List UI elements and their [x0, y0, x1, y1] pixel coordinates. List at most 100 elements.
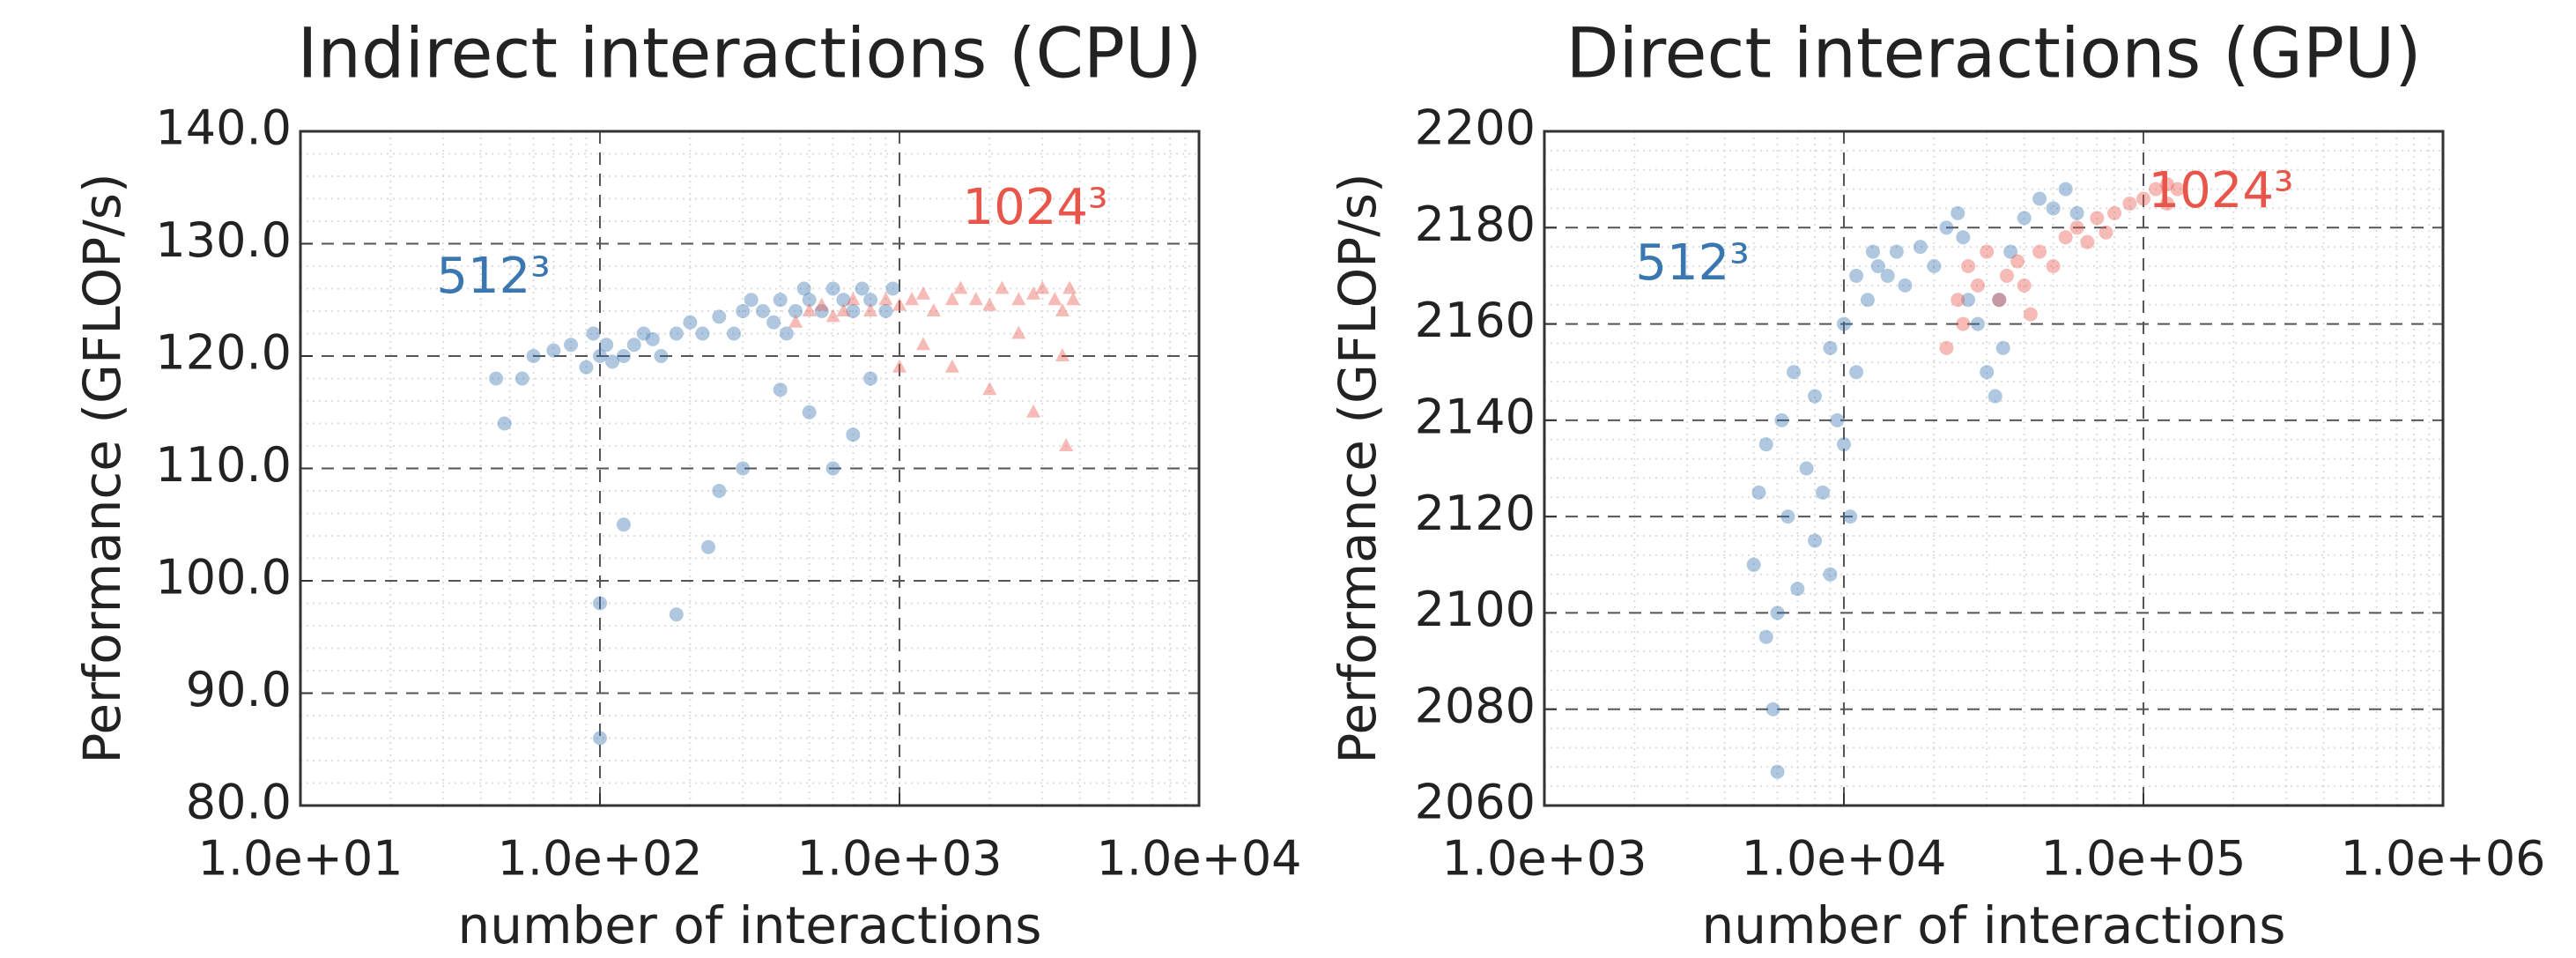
point — [654, 349, 669, 363]
point — [2090, 211, 2105, 226]
point — [1780, 509, 1795, 524]
point — [1843, 509, 1858, 524]
point — [846, 427, 861, 442]
x-axis-label: number of interactions — [1701, 895, 2285, 955]
point — [1816, 485, 1831, 500]
point — [788, 314, 803, 328]
point — [593, 596, 607, 611]
point — [2069, 220, 2084, 235]
point — [586, 326, 601, 341]
point — [669, 607, 684, 622]
point — [1062, 280, 1077, 294]
point — [926, 303, 941, 316]
point — [892, 297, 907, 311]
point — [564, 338, 579, 353]
point — [1961, 293, 1976, 308]
y-tick-label: 2160 — [1415, 293, 1536, 348]
point — [1951, 293, 1965, 308]
point — [645, 331, 660, 346]
point — [773, 382, 788, 397]
point — [982, 297, 997, 311]
plot-frame — [1543, 130, 2445, 807]
y-tick-label: 2180 — [1415, 197, 1536, 252]
point — [1849, 268, 1864, 283]
point — [1880, 268, 1895, 283]
y-axis-label: Performance (GFLOP/s) — [72, 173, 132, 763]
point — [2122, 196, 2137, 211]
point — [905, 292, 920, 306]
point — [616, 517, 631, 532]
y-tick-label: 90.0 — [186, 662, 292, 717]
point — [779, 326, 794, 341]
point — [605, 354, 620, 369]
point — [2003, 244, 2018, 259]
point — [1980, 365, 1995, 380]
x-axis-label: number of interactions — [457, 895, 1041, 955]
point — [727, 326, 742, 341]
point — [2023, 307, 2038, 322]
point — [1758, 629, 1773, 644]
point — [1961, 259, 1976, 273]
x-tick-label: 1.0e+01 — [197, 831, 403, 887]
series-annotation: 1024³ — [2149, 162, 2294, 219]
point — [836, 303, 851, 316]
y-tick-label: 100.0 — [155, 550, 292, 605]
point — [766, 315, 781, 330]
chart-title: Direct interactions (GPU) — [1566, 14, 2421, 93]
point — [2017, 211, 2032, 226]
point — [968, 292, 983, 306]
point — [788, 304, 803, 318]
y-tick-label: 2120 — [1415, 486, 1536, 541]
point — [802, 405, 817, 420]
y-tick-label: 2140 — [1415, 389, 1536, 444]
point — [616, 349, 631, 363]
point — [2046, 259, 2061, 273]
point — [1799, 461, 1814, 476]
point — [755, 304, 770, 318]
x-tick-label: 1.0e+04 — [1741, 831, 1946, 887]
point — [878, 304, 893, 318]
point — [855, 281, 870, 296]
point — [626, 338, 641, 353]
chart-title: Indirect interactions (CPU) — [298, 14, 1203, 93]
point — [846, 304, 861, 318]
point — [2149, 182, 2164, 197]
point — [1808, 389, 1823, 404]
point — [885, 281, 900, 296]
point — [995, 280, 1010, 294]
point — [736, 304, 751, 318]
point — [712, 309, 727, 324]
point — [846, 292, 861, 306]
point — [773, 293, 788, 308]
point — [1995, 340, 2010, 355]
point — [802, 293, 817, 308]
point — [2046, 201, 2061, 216]
y-tick-label: 80.0 — [186, 775, 292, 830]
y-axis-label: Performance (GFLOP/s) — [1328, 173, 1388, 763]
x-tick-label: 1.0e+03 — [1441, 831, 1647, 887]
point — [1971, 278, 1986, 293]
point — [636, 326, 651, 341]
point — [1951, 205, 1965, 220]
point — [944, 292, 959, 306]
point — [1751, 485, 1766, 500]
point — [1808, 533, 1823, 548]
point — [1860, 293, 1875, 308]
point — [695, 326, 710, 341]
point — [1830, 412, 1845, 427]
point — [1992, 293, 2007, 308]
point — [825, 281, 840, 296]
point — [546, 343, 561, 358]
point — [2032, 191, 2047, 206]
point — [825, 308, 840, 323]
point — [489, 371, 504, 386]
point — [2032, 244, 2047, 259]
point — [802, 303, 817, 316]
y-tick-label: 2100 — [1415, 582, 1536, 637]
point — [1035, 280, 1050, 294]
point — [2080, 234, 2095, 249]
point — [1823, 567, 1838, 582]
point — [736, 461, 751, 476]
point — [1849, 365, 1864, 380]
